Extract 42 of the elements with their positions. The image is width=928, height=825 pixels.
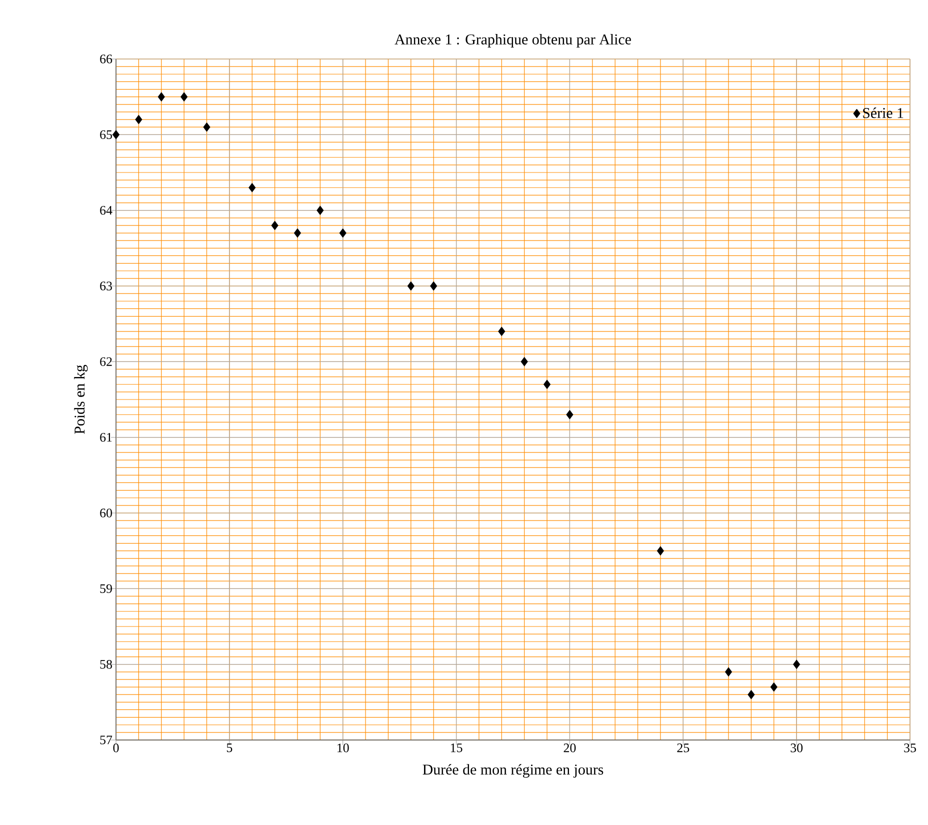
y-tick-label: 61 [100,432,112,442]
point [203,122,210,132]
y-tick-label: 65 [100,130,112,140]
point [748,690,755,700]
point [793,660,800,670]
x-tick-label: 35 [904,744,916,752]
point [271,220,278,230]
point [339,228,346,238]
point [498,326,506,336]
point [248,182,256,192]
point [294,228,302,238]
point [112,130,120,140]
y-tick-label: 66 [100,54,112,64]
point [543,380,551,390]
x-tick-label: 5 [226,744,232,752]
x-tick-label: 15 [450,744,462,752]
y-tick-label: 59 [100,584,112,594]
chart-title: Annexe 1 : Graphique obtenu par Alice [394,34,631,48]
y-tick-label: 58 [100,660,112,669]
point [180,92,188,102]
point [407,281,414,291]
y-tick-label: 62 [100,357,112,366]
y-tick-label: 63 [100,282,112,290]
point [656,546,664,556]
point [770,682,778,692]
x-axis-title: Durée de mon régime en jours [422,764,604,778]
point [135,114,142,124]
point [430,281,438,291]
y-tick-label: 57 [100,736,112,744]
point [566,410,574,420]
point [520,356,528,366]
x-tick-label: 25 [677,744,690,752]
x-tick-label: 30 [790,744,803,752]
y-axis-title: Poids en kg [74,364,88,434]
point [724,667,732,677]
point [158,92,165,102]
y-tick-label: 60 [100,508,112,518]
x-tick-label: 0 [113,744,119,752]
x-tick-label: 10 [338,744,349,752]
y-tick-label: 64 [100,206,112,215]
point [316,206,324,216]
x-tick-label: 20 [564,744,576,752]
